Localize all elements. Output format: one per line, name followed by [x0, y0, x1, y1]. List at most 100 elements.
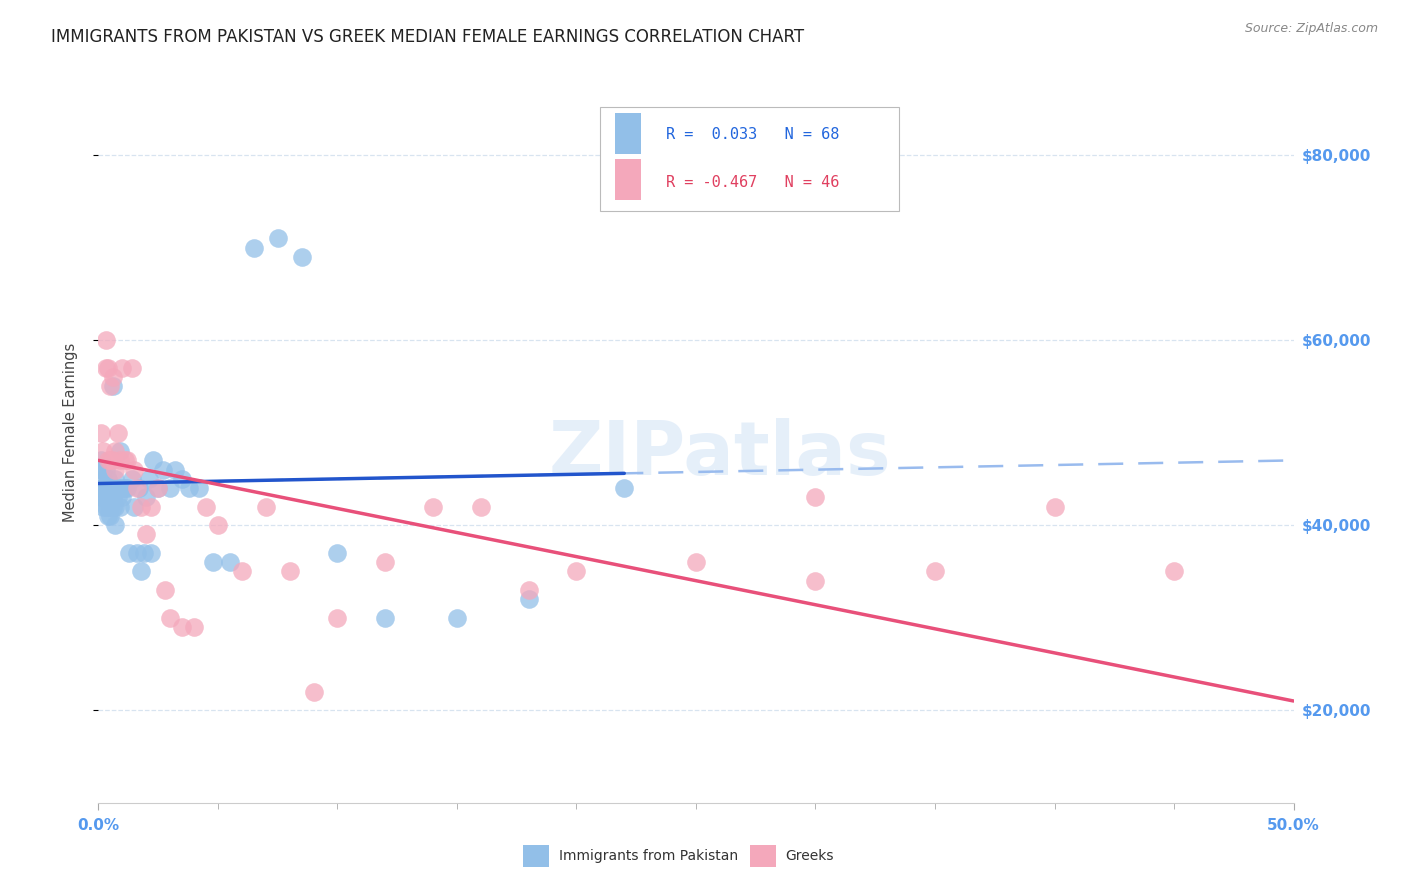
Point	[98, 481, 122, 495]
Point	[1043, 500, 1066, 514]
Text: Source: ZipAtlas.com: Source: ZipAtlas.com	[1244, 22, 1378, 36]
Point	[104, 518, 127, 533]
Point	[148, 481, 170, 495]
Point	[104, 462, 127, 476]
Point	[118, 546, 141, 560]
Point	[121, 360, 143, 375]
Point	[114, 453, 136, 467]
Point	[90, 481, 112, 495]
Point	[470, 500, 492, 514]
Point	[135, 527, 157, 541]
Point	[115, 453, 138, 467]
Point	[90, 425, 112, 440]
Point	[163, 462, 186, 476]
Point	[302, 685, 325, 699]
Point	[422, 500, 444, 514]
Point	[101, 379, 124, 393]
Point	[132, 546, 155, 560]
Point	[685, 555, 707, 569]
Point	[187, 481, 209, 495]
Point	[613, 481, 636, 495]
Point	[107, 481, 129, 495]
Point	[267, 231, 290, 245]
Point	[98, 491, 122, 505]
Text: Immigrants from Pakistan: Immigrants from Pakistan	[558, 849, 738, 863]
Point	[202, 555, 225, 569]
Point	[91, 472, 114, 486]
Point	[94, 462, 117, 476]
Point	[131, 500, 153, 514]
Point	[183, 620, 205, 634]
Point	[104, 500, 127, 514]
Point	[804, 491, 827, 505]
Point	[125, 546, 148, 560]
Point	[374, 610, 396, 624]
Point	[97, 500, 120, 514]
Point	[139, 546, 162, 560]
Point	[152, 462, 174, 476]
Point	[94, 491, 117, 505]
Point	[98, 453, 122, 467]
Point	[155, 582, 177, 597]
Point	[219, 555, 242, 569]
Point	[104, 444, 127, 458]
Point	[101, 453, 124, 467]
Point	[517, 582, 540, 597]
Point	[90, 453, 112, 467]
Point	[108, 444, 131, 458]
Point	[111, 491, 134, 505]
Point	[104, 472, 127, 486]
Text: Greeks: Greeks	[786, 849, 834, 863]
Point	[207, 518, 229, 533]
Bar	[614, 112, 641, 153]
Point	[97, 360, 120, 375]
Text: IMMIGRANTS FROM PAKISTAN VS GREEK MEDIAN FEMALE EARNINGS CORRELATION CHART: IMMIGRANTS FROM PAKISTAN VS GREEK MEDIAN…	[51, 28, 804, 45]
Bar	[600, 107, 900, 211]
Point	[98, 508, 122, 523]
Point	[91, 444, 114, 458]
Point	[128, 481, 150, 495]
Point	[124, 462, 146, 476]
Point	[172, 472, 194, 486]
Point	[326, 610, 349, 624]
Point	[90, 462, 112, 476]
Point	[97, 453, 120, 467]
Point	[374, 555, 396, 569]
Point	[101, 491, 124, 505]
Point	[1163, 565, 1185, 579]
Point	[107, 425, 129, 440]
Point	[91, 500, 114, 514]
Point	[98, 481, 122, 495]
Point	[94, 333, 117, 347]
Point	[278, 565, 301, 579]
Point	[98, 379, 122, 393]
Point	[91, 462, 114, 476]
Point	[94, 481, 117, 495]
Point	[108, 453, 131, 467]
Point	[97, 491, 120, 505]
Point	[131, 565, 153, 579]
Point	[924, 565, 946, 579]
Point	[115, 481, 138, 495]
Point	[159, 481, 181, 495]
Point	[90, 491, 112, 505]
Point	[111, 360, 134, 375]
Point	[124, 500, 146, 514]
Point	[101, 481, 124, 495]
Bar	[523, 845, 548, 867]
Point	[135, 491, 157, 505]
Point	[94, 481, 117, 495]
Point	[97, 508, 120, 523]
Point	[94, 500, 117, 514]
Point	[108, 500, 131, 514]
Point	[179, 481, 201, 495]
Point	[565, 565, 588, 579]
Text: ZIPatlas: ZIPatlas	[548, 418, 891, 491]
Point	[111, 481, 134, 495]
Point	[97, 481, 120, 495]
Point	[172, 620, 194, 634]
Point	[243, 240, 266, 254]
Point	[91, 491, 114, 505]
Point	[121, 472, 143, 486]
Point	[446, 610, 468, 624]
